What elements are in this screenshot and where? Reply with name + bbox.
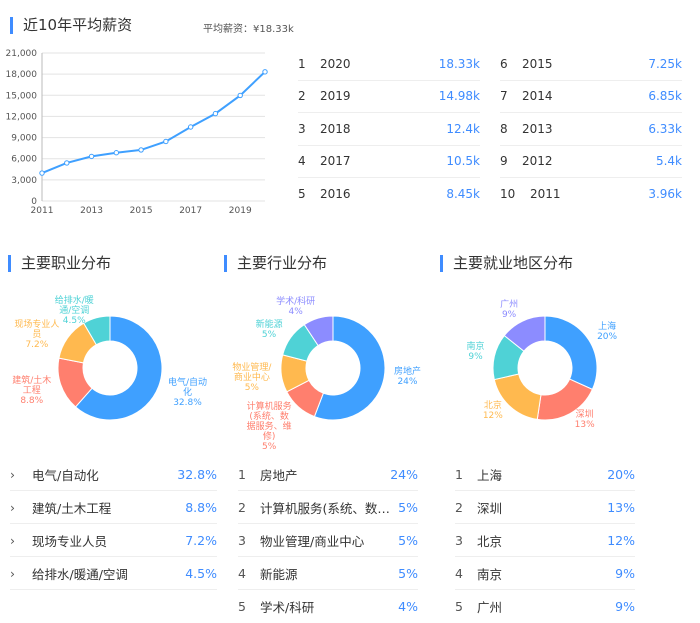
chevron-right-icon: › <box>10 499 15 515</box>
pie-label: 建筑/土木 工程 8.8% <box>12 375 52 406</box>
list-item: 3 物业管理/商业中心 5% <box>238 524 418 557</box>
list-item: 5 学术/科研 4% <box>238 599 418 615</box>
data-point <box>237 92 243 99</box>
y-tick-label: 6,000 <box>11 155 37 165</box>
pie-slice <box>303 315 334 347</box>
data-point <box>39 170 45 176</box>
pie-label: 电气/自动化 32.8% <box>167 377 208 408</box>
y-tick-label: 12,000 <box>6 112 38 122</box>
x-tick-label: 2019 <box>229 206 252 216</box>
y-tick-label: 9,000 <box>11 134 37 144</box>
list-item: 4 南京 9% <box>455 557 635 590</box>
pie-label: 给排水/暖 通/空调 4.5% <box>54 296 94 327</box>
list-item[interactable]: › 现场专业人员 7.2% <box>10 524 217 557</box>
table-row: 8 2013 6.33k <box>500 113 682 146</box>
table-row: 4 2017 10.5k <box>298 146 480 178</box>
y-tick-label: 3,000 <box>11 176 37 186</box>
list-item: 1 上海 20% <box>455 458 635 491</box>
chevron-right-icon: › <box>10 466 15 482</box>
chevron-right-icon: › <box>10 532 15 548</box>
list-item[interactable]: › 电气/自动化 32.8% <box>10 458 217 491</box>
occupation-title: 主要职业分布 <box>8 255 111 272</box>
industry-title: 主要行业分布 <box>224 255 327 272</box>
pie-label: 房地产 24% <box>393 367 421 388</box>
ranking-table-left: 1 2020 18.33k 2 2019 14.98k 3 2018 12.4k 4 2017… <box>298 48 480 211</box>
y-tick-label: 21,000 <box>6 49 38 59</box>
pie-label: 计算机服务 (系统、数 据服务、维 修) 5% <box>246 402 292 453</box>
data-point <box>187 124 194 130</box>
table-row: 7 2014 6.85k <box>500 81 682 113</box>
pie-slice <box>503 315 546 352</box>
list-item: 5 广州 9% <box>455 599 635 615</box>
data-point <box>138 147 144 153</box>
y-tick-label: 0 <box>31 197 37 207</box>
list-item: 2 深圳 13% <box>455 491 635 524</box>
x-tick-label: 2011 <box>31 206 54 216</box>
pie-label: 物业管理/商业中心 5% <box>232 362 272 393</box>
x-tick-label: 2013 <box>80 206 103 216</box>
table-row: 1 2020 18.33k <box>298 48 480 81</box>
pie-label: 南京 9% <box>466 342 485 363</box>
y-tick-label: 18,000 <box>6 70 38 80</box>
y-tick-label: 15,000 <box>6 91 38 101</box>
region-title: 主要就业地区分布 <box>440 255 573 272</box>
pie-slice <box>83 315 111 346</box>
list-item: 3 北京 12% <box>455 524 635 557</box>
data-point <box>113 150 120 156</box>
pie-label: 广州 9% <box>500 300 519 321</box>
list-item: 4 新能源 5% <box>238 557 418 590</box>
pie-label: 北京 12% <box>482 401 503 422</box>
pie-slice <box>544 315 598 391</box>
x-tick-label: 2015 <box>130 206 153 216</box>
list-item: 1 房地产 24% <box>238 458 418 491</box>
pie-label: 深圳 13% <box>574 410 595 431</box>
pie-label: 现场专业人员 7.2% <box>14 320 60 351</box>
table-row: 3 2018 12.4k <box>298 113 480 146</box>
salary-line <box>41 71 266 175</box>
pie-label: 新能源 5% <box>255 319 283 340</box>
ranking-table-right: 6 2015 7.25k 7 2014 6.85k 8 2013 6.33k 9 2012 5.… <box>500 48 682 211</box>
salary-title: 近10年平均薪资 <box>10 17 132 34</box>
list-item[interactable]: › 建筑/土木工程 8.8% <box>10 491 217 524</box>
data-point <box>262 69 268 75</box>
table-row: 6 2015 7.25k <box>500 48 682 81</box>
list-item: 2 计算机服务(系统、数据... 5% <box>238 491 418 524</box>
data-point <box>212 110 219 117</box>
table-row: 9 2012 5.4k <box>500 146 682 178</box>
chevron-right-icon: › <box>10 565 15 581</box>
pie-slice <box>74 315 163 421</box>
pie-slice <box>313 315 386 421</box>
table-row: 2 2019 14.98k <box>298 81 480 113</box>
data-point <box>64 160 70 166</box>
data-point <box>88 153 95 160</box>
pie-label: 学术/科研 4% <box>276 296 316 317</box>
table-row: 5 2016 8.45k <box>298 187 480 202</box>
x-tick-label: 2017 <box>179 206 202 216</box>
list-item[interactable]: › 给排水/暖通/空调 4.5% <box>10 557 217 590</box>
occupation-list: › 电气/自动化 32.8% › 建筑/土木工程 8.8% › 现场专业人员 7.2% › 给… <box>10 458 217 590</box>
pie-label: 上海 20% <box>597 322 618 343</box>
industry-list: 1 房地产 24% 2 计算机服务(系统、数据... 5% 3 物业管理/商业中心 5% 4… <box>238 458 418 623</box>
region-list: 1 上海 20% 2 深圳 13% 3 北京 12% 4 南京 9% 5 广州 9% <box>455 458 635 623</box>
data-point <box>163 138 169 145</box>
table-row: 10 2011 3.96k <box>500 187 682 202</box>
average-salary: 平均薪资：¥18.33k <box>203 24 294 35</box>
